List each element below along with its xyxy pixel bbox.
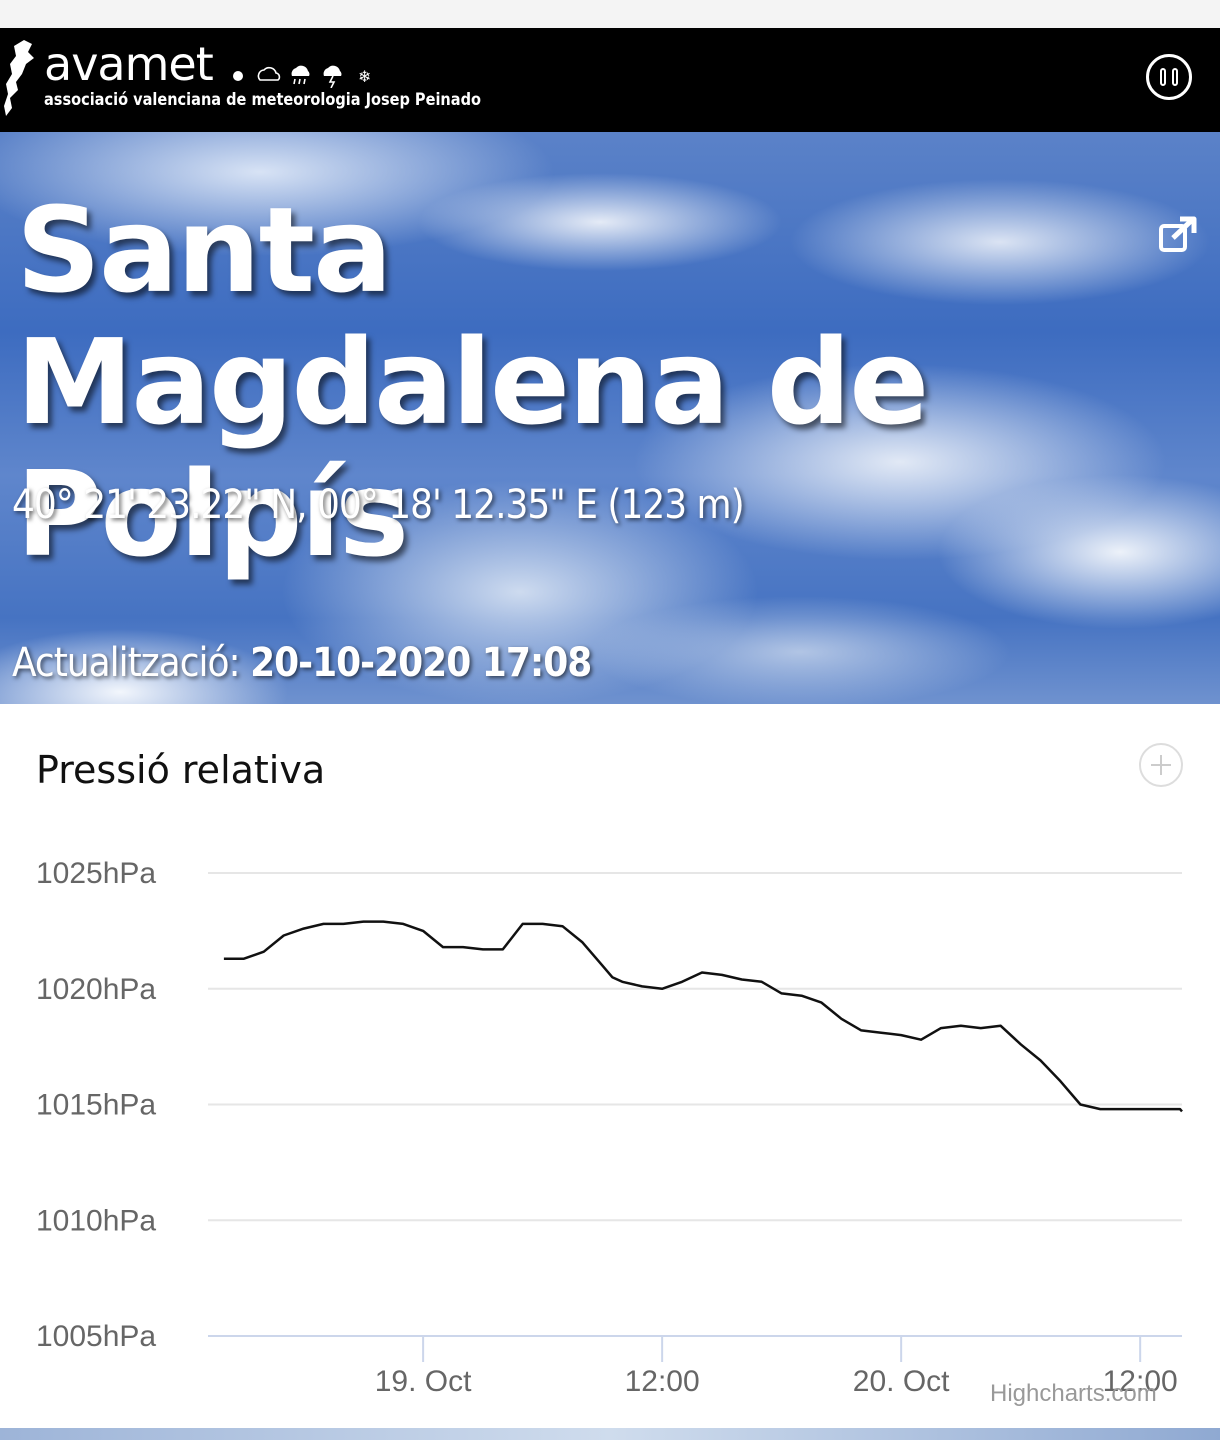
y-tick-label: 1025hPa — [36, 857, 156, 890]
pressure-chart: 1025hPa 1020hPa 1015hPa 1010hPa 1005hPa 19. O… — [36, 857, 1183, 1398]
menu-circle-icon[interactable] — [1146, 54, 1192, 100]
chart-title: Pressió relativa — [36, 748, 326, 792]
chart-menu-plus-icon[interactable] — [1139, 743, 1183, 787]
x-tick-label: 19. Oct — [375, 1365, 472, 1398]
station-title: Santa Magdalena de Polpís — [16, 181, 929, 583]
highcharts-credits[interactable]: Highcharts.com — [990, 1380, 1157, 1407]
y-tick-label: 1015hPa — [36, 1089, 156, 1122]
x-tick-label: 12:00 — [1103, 1365, 1178, 1398]
weather-icons: ❄ — [233, 65, 371, 88]
last-updated-value: 20-10-2020 17:08 — [250, 640, 592, 686]
pressure-series-line — [223, 920, 1183, 1113]
external-link-icon[interactable] — [1158, 216, 1198, 256]
station-hero: Santa Magdalena de Polpís 40° 21' 23.22"… — [0, 132, 1220, 704]
last-updated-label: Actualització: — [12, 640, 241, 686]
brand-name[interactable]: avamet — [44, 37, 214, 91]
x-tick-label: 20. Oct — [853, 1365, 950, 1398]
footer-strip — [0, 1428, 1220, 1440]
site-tagline: associació valenciana de meteorologia Jo… — [44, 90, 481, 110]
browser-top-strip — [0, 0, 1220, 28]
valencia-map-logo-icon — [4, 40, 34, 116]
station-coordinates: 40° 21' 23.22" N, 00° 18' 12.35" E (123 … — [12, 482, 745, 528]
svg-text:❄: ❄ — [358, 67, 371, 86]
y-tick-label: 1020hPa — [36, 973, 156, 1006]
x-tick-label: 12:00 — [625, 1365, 700, 1398]
last-updated: Actualització: 20-10-2020 17:08 — [12, 640, 592, 686]
y-tick-label: 1005hPa — [36, 1320, 156, 1353]
y-tick-label: 1010hPa — [36, 1204, 156, 1237]
site-header: avamet ❄ associació valenciana de meteor… — [0, 28, 1220, 132]
